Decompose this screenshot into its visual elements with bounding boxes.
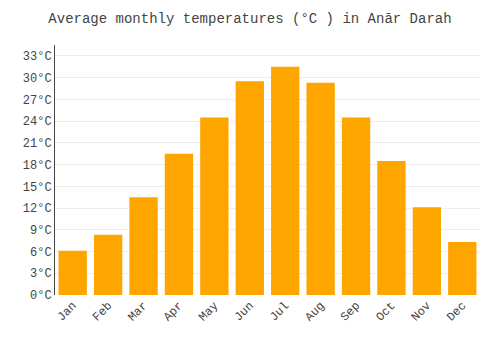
svg-text:27°C: 27°C (23, 94, 52, 108)
svg-text:Oct: Oct (373, 299, 398, 324)
svg-text:Jul: Jul (267, 299, 292, 324)
svg-text:24°C: 24°C (23, 115, 52, 129)
svg-text:May: May (196, 299, 221, 324)
svg-text:Nov: Nov (409, 299, 434, 324)
svg-text:Feb: Feb (90, 299, 115, 324)
svg-text:Jan: Jan (55, 299, 80, 324)
svg-text:Apr: Apr (161, 299, 186, 324)
svg-text:18°C: 18°C (23, 159, 52, 173)
svg-text:Average monthly temperatures (: Average monthly temperatures (°C ) in An… (48, 11, 451, 27)
svg-text:Sep: Sep (338, 299, 363, 324)
svg-text:9°C: 9°C (30, 224, 52, 238)
svg-text:33°C: 33°C (23, 50, 52, 64)
svg-text:12°C: 12°C (23, 202, 52, 216)
svg-text:Dec: Dec (444, 299, 469, 324)
svg-text:15°C: 15°C (23, 181, 52, 195)
svg-text:21°C: 21°C (23, 137, 52, 151)
svg-text:0°C: 0°C (30, 289, 52, 303)
svg-text:6°C: 6°C (30, 246, 52, 260)
svg-text:Jun: Jun (232, 299, 257, 324)
svg-text:Mar: Mar (125, 299, 150, 324)
svg-text:Aug: Aug (303, 299, 328, 324)
svg-text:30°C: 30°C (23, 72, 52, 86)
svg-text:3°C: 3°C (30, 267, 52, 281)
